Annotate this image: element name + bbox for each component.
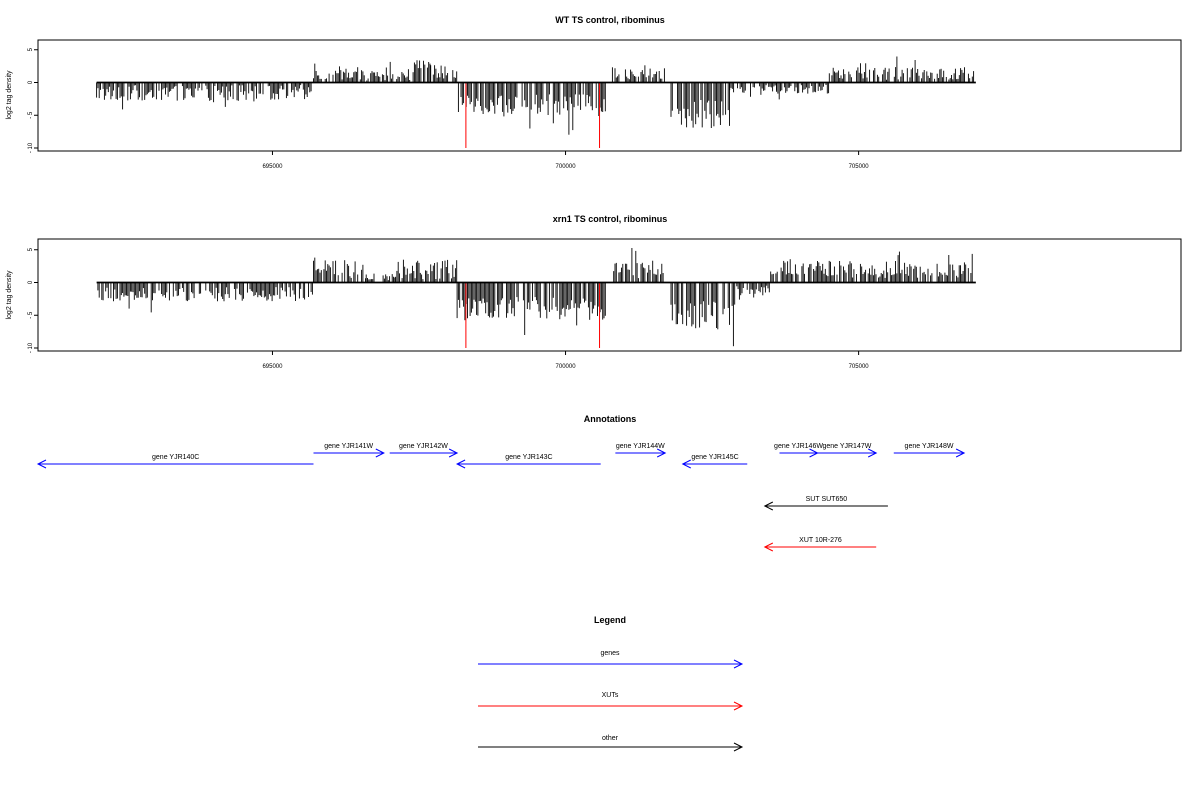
annotation-genes-item: gene YJR144W xyxy=(615,443,667,458)
y-tick-label: 0 xyxy=(28,280,34,284)
y-tick-label: - 5 xyxy=(28,311,34,319)
arrow-left-icon xyxy=(681,459,691,469)
panel-title: xrn1 TS control, ribominus xyxy=(553,214,668,224)
feature-label: XUT 10R-276 xyxy=(799,537,842,544)
legend-panel: Legend genes XUTs other xyxy=(478,615,744,752)
y-tick-label: 5 xyxy=(28,247,34,251)
feature-label: gene YJR147W xyxy=(822,443,871,450)
arrow-left-icon xyxy=(36,459,47,469)
x-tick-label: 700000 xyxy=(556,164,577,170)
annotation-genes-item: gene YJR141W xyxy=(313,443,385,458)
legend-label: genes xyxy=(600,650,620,657)
arrow-right-icon xyxy=(955,448,966,458)
feature-label: gene YJR148W xyxy=(905,443,954,450)
feature-label: gene YJR142W xyxy=(399,443,448,450)
feature-label: gene YJR146W xyxy=(774,443,823,450)
panel-wt-ts-control: WT TS control, ribominus - 10 - 5 0 5 69500… xyxy=(6,15,1182,170)
feature-label: SUT SUT650 xyxy=(806,496,848,503)
red-markers xyxy=(465,282,601,348)
legend-label: XUTs xyxy=(602,692,619,699)
y-tick-label: 5 xyxy=(28,47,34,51)
arrow-right-icon xyxy=(448,448,459,458)
x-tick-label: 695000 xyxy=(262,364,283,370)
annotation-features: gene YJR140C gene YJR141W gene YJR142W gene… xyxy=(36,443,966,552)
legend-label: other xyxy=(602,735,619,742)
legend-title: Legend xyxy=(594,615,626,625)
coverage-bars xyxy=(96,56,975,135)
arrow-right-icon xyxy=(656,448,667,458)
y-tick-label: - 10 xyxy=(28,142,34,153)
y-tick-label: - 10 xyxy=(28,342,34,353)
arrow-left-icon xyxy=(455,459,466,469)
feature-label: gene YJR145C xyxy=(691,454,738,461)
annotation-genes-item: gene YJR142W xyxy=(389,443,459,458)
feature-label: gene YJR144W xyxy=(616,443,665,450)
x-axis: 695000 700000 705000 xyxy=(262,351,869,370)
panel-title: WT TS control, ribominus xyxy=(555,15,665,25)
arrow-left-icon xyxy=(763,501,774,511)
annotation-genes-item: gene YJR143C xyxy=(455,454,601,469)
y-tick-label: 0 xyxy=(28,80,34,84)
annotation-genes-item: gene YJR147W xyxy=(817,443,878,458)
legend-entry-xuts: XUTs xyxy=(478,692,744,711)
arrow-right-icon xyxy=(733,742,744,752)
y-axis-label: log2 tag density xyxy=(6,70,13,120)
annotation-genes-item: gene YJR140C xyxy=(36,454,314,469)
annotations-title: Annotations xyxy=(584,414,637,424)
legend-entry-genes: genes xyxy=(478,650,744,669)
arrow-right-icon xyxy=(867,448,878,458)
y-axis-label: log2 tag density xyxy=(6,270,13,320)
x-tick-label: 705000 xyxy=(849,364,870,370)
arrow-right-icon xyxy=(733,659,744,669)
x-tick-label: 705000 xyxy=(849,164,870,170)
feature-label: gene YJR140C xyxy=(152,454,199,461)
annotation-other-item: SUT SUT650 xyxy=(763,496,888,511)
y-tick-label: - 5 xyxy=(28,111,34,119)
annotation-XUTs-item: XUT 10R-276 xyxy=(763,537,877,552)
plot-frame xyxy=(37,238,1182,352)
y-axis: - 10 - 5 0 5 xyxy=(28,47,38,153)
red-markers xyxy=(465,82,601,148)
panel-xrn1-ts-control: xrn1 TS control, ribominus - 10 - 5 0 5 695… xyxy=(6,214,1182,370)
y-axis: - 10 - 5 0 5 xyxy=(28,247,38,353)
arrow-right-icon xyxy=(733,701,744,711)
coverage-bars xyxy=(97,248,973,347)
arrow-left-icon xyxy=(763,542,774,552)
x-axis: 695000 700000 705000 xyxy=(262,151,869,170)
annotation-genes-item: gene YJR146W xyxy=(774,443,823,458)
feature-label: gene YJR143C xyxy=(505,454,552,461)
arrow-right-icon xyxy=(375,448,385,458)
legend-entry-other: other xyxy=(478,735,744,752)
x-tick-label: 700000 xyxy=(556,364,577,370)
plot-frame xyxy=(37,39,1182,152)
x-tick-label: 695000 xyxy=(262,164,283,170)
annotation-genes-item: gene YJR145C xyxy=(681,454,748,469)
annotation-genes-item: gene YJR148W xyxy=(893,443,966,458)
feature-label: gene YJR141W xyxy=(324,443,373,450)
